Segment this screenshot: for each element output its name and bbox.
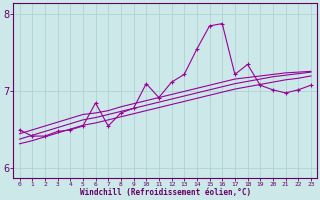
X-axis label: Windchill (Refroidissement éolien,°C): Windchill (Refroidissement éolien,°C): [80, 188, 251, 197]
